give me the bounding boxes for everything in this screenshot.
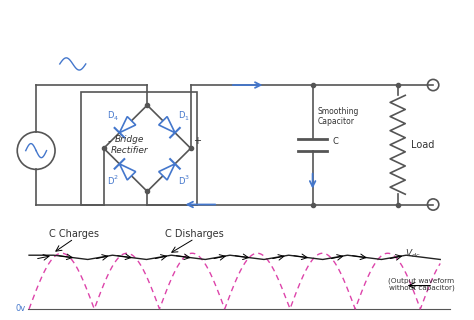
Text: 2: 2 xyxy=(114,175,118,180)
Text: D: D xyxy=(178,177,184,186)
Text: D: D xyxy=(107,177,114,186)
Text: C Charges: C Charges xyxy=(49,229,99,239)
Text: C: C xyxy=(332,137,338,146)
Polygon shape xyxy=(119,116,136,133)
Text: (Output waveform
without capacitor): (Output waveform without capacitor) xyxy=(388,277,455,291)
Text: 0v: 0v xyxy=(16,305,26,314)
Polygon shape xyxy=(119,164,136,180)
Polygon shape xyxy=(159,116,175,133)
Text: $V_{dc}$: $V_{dc}$ xyxy=(405,247,420,260)
Text: Load: Load xyxy=(411,140,434,150)
Text: 3: 3 xyxy=(184,175,189,180)
Text: 4: 4 xyxy=(114,116,118,121)
Text: +: + xyxy=(193,136,201,146)
Text: Smoothing
Capacitor: Smoothing Capacitor xyxy=(318,107,359,126)
Text: D: D xyxy=(107,111,114,120)
Text: 1: 1 xyxy=(184,116,188,121)
Text: -: - xyxy=(107,136,110,146)
Polygon shape xyxy=(159,164,175,180)
Text: D: D xyxy=(178,111,184,120)
Text: C Disharges: C Disharges xyxy=(165,229,224,239)
Text: Bridge
Rectifier: Bridge Rectifier xyxy=(110,135,148,155)
